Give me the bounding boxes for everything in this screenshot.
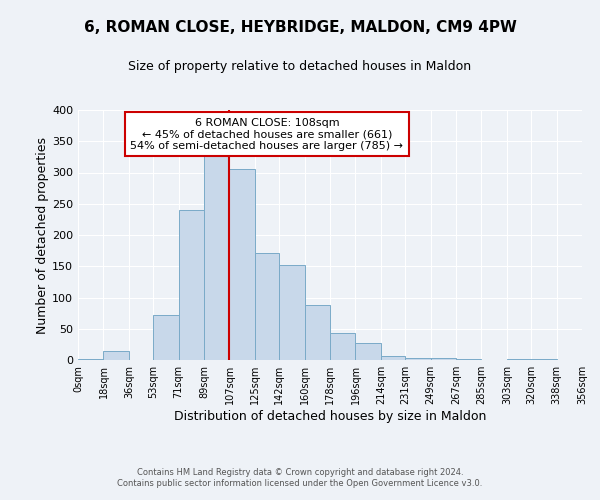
Text: 6, ROMAN CLOSE, HEYBRIDGE, MALDON, CM9 4PW: 6, ROMAN CLOSE, HEYBRIDGE, MALDON, CM9 4… <box>83 20 517 35</box>
Bar <box>381 356 405 360</box>
Bar <box>103 350 129 360</box>
Y-axis label: Number of detached properties: Number of detached properties <box>36 136 49 334</box>
Bar <box>229 170 255 360</box>
Bar <box>431 358 456 360</box>
Bar <box>355 342 381 360</box>
Text: Contains HM Land Registry data © Crown copyright and database right 2024.
Contai: Contains HM Land Registry data © Crown c… <box>118 468 482 487</box>
Bar <box>78 359 103 360</box>
Bar <box>305 305 330 360</box>
Bar <box>204 154 229 360</box>
Bar <box>179 210 204 360</box>
Bar <box>279 265 305 360</box>
Bar <box>153 315 179 360</box>
Bar <box>531 359 557 360</box>
Bar <box>255 252 279 360</box>
Bar <box>330 332 355 360</box>
Bar <box>405 358 431 360</box>
Text: 6 ROMAN CLOSE: 108sqm
← 45% of detached houses are smaller (661)
54% of semi-det: 6 ROMAN CLOSE: 108sqm ← 45% of detached … <box>131 118 404 150</box>
X-axis label: Distribution of detached houses by size in Maldon: Distribution of detached houses by size … <box>174 410 486 423</box>
Text: Size of property relative to detached houses in Maldon: Size of property relative to detached ho… <box>128 60 472 73</box>
